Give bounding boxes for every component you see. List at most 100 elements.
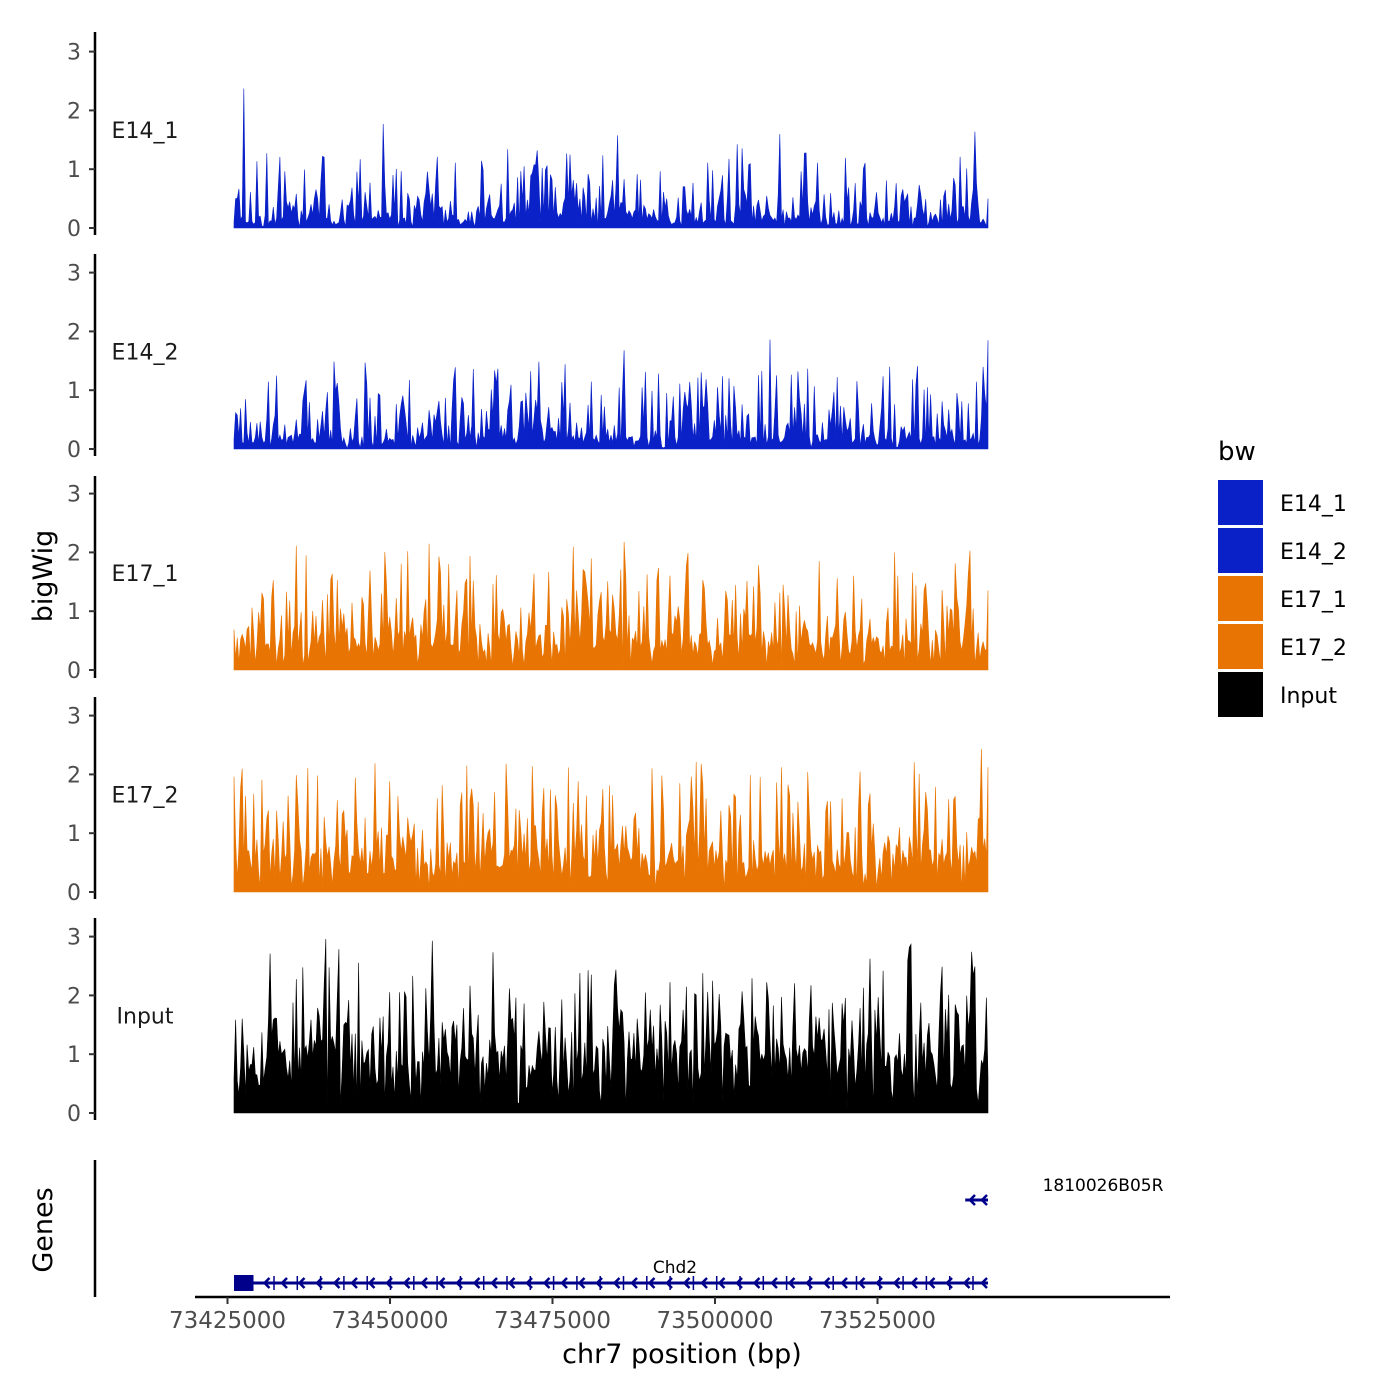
track-panels: 0 1 2 3 E14_1 0 1 2 3 E14_2 0 1 2 3 E17_1 0 1 2 3 E17_2 0 1 2 3… (67, 32, 989, 1127)
y-tick-label: 0 (67, 1102, 81, 1127)
track-e14-1: 0 1 2 3 E14_1 (67, 32, 989, 242)
legend-entry-e14-1: E14_1 (1218, 480, 1347, 525)
y-tick-label: 2 (67, 541, 81, 566)
track-input: 0 1 2 3 Input (67, 918, 989, 1127)
x-tick-label: 73450000 (331, 1308, 448, 1334)
y-tick-label: 0 (67, 217, 81, 242)
legend-swatch (1218, 624, 1263, 669)
track-label: E14_2 (112, 341, 179, 366)
strand-arrow (472, 1277, 481, 1289)
y-tick-label: 0 (67, 659, 81, 684)
legend-entry-e17-2: E17_2 (1218, 624, 1347, 669)
strand-arrow (490, 1277, 498, 1289)
legend-label: Input (1280, 684, 1337, 709)
strand-arrow (980, 1277, 988, 1289)
signal-area (233, 88, 989, 229)
legend-label: E14_2 (1280, 540, 1347, 565)
strand-arrow (857, 1277, 866, 1289)
strand-arrow (770, 1277, 778, 1289)
strand-arrow (968, 1194, 976, 1206)
legend-entries: E14_1 E14_2 E17_1 E17_2 Input (1218, 480, 1347, 717)
strand-arrow (892, 1277, 901, 1289)
legend: bw E14_1 E14_2 E17_1 E17_2 Input (1218, 437, 1347, 717)
y-tick-label: 2 (67, 763, 81, 788)
strand-arrow (910, 1277, 918, 1289)
strand-arrow (840, 1277, 848, 1289)
y-tick-label: 1 (67, 158, 81, 183)
x-tick-label: 73425000 (169, 1308, 286, 1334)
strand-arrow (980, 1194, 988, 1206)
x-axis-title: chr7 position (bp) (562, 1339, 802, 1370)
track-label: E14_1 (112, 119, 179, 144)
x-tick-label: 73475000 (494, 1308, 611, 1334)
y-tick-label: 2 (67, 320, 81, 345)
strand-arrow (682, 1277, 691, 1289)
strand-arrow (577, 1277, 586, 1289)
gene-label: 1810026B05R (1043, 1176, 1164, 1196)
strand-arrow (752, 1277, 761, 1289)
y-tick-label: 3 (67, 926, 81, 951)
strand-arrow (630, 1277, 638, 1289)
strand-arrow (962, 1277, 971, 1289)
gene-1810026b05r: 1810026B05R (965, 1176, 1164, 1206)
strand-arrow (560, 1277, 568, 1289)
signal-area (233, 339, 989, 450)
y-tick-label: 1 (67, 822, 81, 847)
strand-arrow (367, 1277, 376, 1289)
strand-arrow (787, 1277, 796, 1289)
strand-arrow (350, 1277, 358, 1289)
track-label: E17_1 (112, 562, 179, 587)
genes-panel: Chd2 1810026B05R (93, 1160, 1164, 1297)
x-axis: 73425000 73450000 73475000 73500000 73525000 (169, 1295, 1170, 1334)
signal-area (233, 938, 989, 1114)
track-e14-2: 0 1 2 3 E14_2 (67, 254, 989, 463)
legend-swatch (1218, 576, 1263, 621)
strand-arrow (437, 1277, 446, 1289)
legend-label: E14_1 (1280, 492, 1347, 517)
y-tick-label: 1 (67, 1043, 81, 1068)
strand-arrow (700, 1277, 708, 1289)
gene-chd2: Chd2 (234, 1258, 988, 1291)
strand-arrow (822, 1277, 831, 1289)
strand-arrow (507, 1277, 516, 1289)
track-e17-1: 0 1 2 3 E17_1 (67, 476, 989, 684)
y-tick-label: 2 (67, 99, 81, 124)
y-tick-label: 0 (67, 881, 81, 906)
strand-arrow (612, 1277, 621, 1289)
legend-entry-e14-2: E14_2 (1218, 528, 1347, 573)
genes-axis-title: Genes (28, 1187, 59, 1272)
legend-swatch (1218, 672, 1263, 717)
y-tick-label: 1 (67, 600, 81, 625)
y-tick-label: 0 (67, 438, 81, 463)
legend-label: E17_1 (1280, 588, 1347, 613)
strand-arrow (402, 1277, 411, 1289)
legend-entry-input: Input (1218, 672, 1337, 717)
y-tick-label: 2 (67, 984, 81, 1009)
strand-arrow (332, 1277, 341, 1289)
strand-arrow (297, 1277, 306, 1289)
strand-arrow (927, 1277, 936, 1289)
strand-arrow (542, 1277, 551, 1289)
y-tick-label: 3 (67, 41, 81, 66)
y-tick-label: 3 (67, 483, 81, 508)
strand-arrow (717, 1277, 726, 1289)
y-axis-title: bigWig (28, 530, 59, 623)
signal-area (233, 541, 989, 671)
x-tick-label: 73525000 (819, 1308, 936, 1334)
strand-arrow (647, 1277, 656, 1289)
legend-title: bw (1218, 437, 1256, 467)
track-label: Input (117, 1005, 174, 1030)
strand-arrow (280, 1277, 288, 1289)
strand-arrow (262, 1277, 271, 1289)
track-label: E17_2 (112, 784, 179, 809)
y-tick-label: 3 (67, 705, 81, 730)
legend-swatch (1218, 480, 1263, 525)
legend-entry-e17-1: E17_1 (1218, 576, 1347, 621)
legend-label: E17_2 (1280, 636, 1347, 661)
signal-area (233, 748, 989, 893)
x-tick-label: 73500000 (656, 1308, 773, 1334)
gene-exon (234, 1275, 254, 1291)
strand-arrow (420, 1277, 428, 1289)
gene-label: Chd2 (653, 1258, 697, 1278)
